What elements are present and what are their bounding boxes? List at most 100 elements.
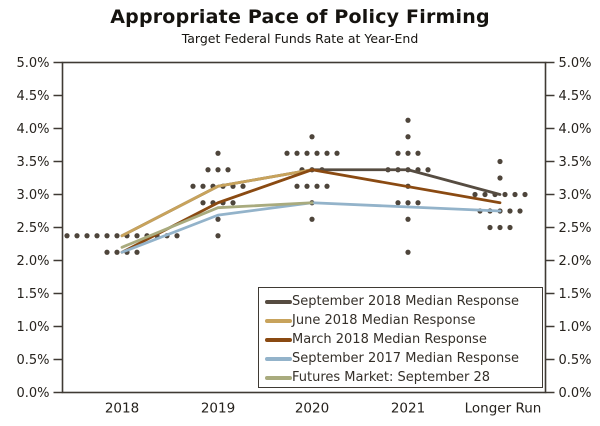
legend: September 2018 Median Response June 2018 … xyxy=(258,287,543,388)
projection-dot xyxy=(215,150,221,156)
projection-dot xyxy=(334,150,340,156)
y-axis-label-right: 2.5% xyxy=(559,221,592,236)
projection-dot xyxy=(405,134,411,140)
legend-swatch xyxy=(265,299,292,304)
y-axis-label-right: 2.0% xyxy=(559,254,592,269)
projection-dot xyxy=(94,233,100,239)
projection-dot xyxy=(134,249,140,255)
projection-dot xyxy=(190,183,196,189)
series-line-3 xyxy=(120,201,502,254)
y-axis-label-left: 1.0% xyxy=(16,320,49,335)
projection-dot xyxy=(472,191,478,198)
projection-dot xyxy=(487,224,493,231)
projection-dot xyxy=(205,167,211,173)
y-axis-label-right: 4.5% xyxy=(559,89,592,104)
x-axis-label: 2019 xyxy=(201,401,235,417)
y-axis-label-right: 1.0% xyxy=(559,320,592,335)
projection-dot xyxy=(294,150,300,156)
projection-dot xyxy=(114,249,120,255)
y-axis-label-right: 4.0% xyxy=(559,122,592,137)
legend-label: Futures Market: September 28 xyxy=(292,370,491,385)
projection-dot xyxy=(74,233,80,239)
projection-dot xyxy=(405,216,411,222)
projection-dot xyxy=(240,183,246,189)
projection-dot xyxy=(405,200,411,206)
projection-dot xyxy=(405,117,411,123)
y-axis-label-right: 5.0% xyxy=(559,56,592,71)
projection-dot xyxy=(134,233,140,239)
y-axis-label-left: 4.0% xyxy=(16,122,49,137)
projection-dot xyxy=(507,224,513,231)
y-axis-label-left: 5.0% xyxy=(16,56,49,71)
y-axis-label-left: 3.0% xyxy=(16,188,49,203)
projection-dot xyxy=(314,150,320,156)
projection-dot xyxy=(104,249,110,255)
projection-dot xyxy=(517,208,523,214)
series-line-4 xyxy=(120,201,314,249)
projection-dot xyxy=(497,224,503,231)
projection-dot xyxy=(114,233,120,239)
y-axis-label-left: 1.5% xyxy=(16,287,49,302)
legend-item-3: September 2017 Median Response xyxy=(265,349,536,368)
projection-dot xyxy=(309,216,315,222)
projection-dot xyxy=(395,150,401,156)
y-axis-label-right: 1.5% xyxy=(559,287,592,302)
y-axis-label-right: 3.5% xyxy=(559,155,592,170)
chart-subtitle: Target Federal Funds Rate at Year-End xyxy=(181,31,419,46)
y-axis-label-left: 0.5% xyxy=(16,353,49,368)
legend-label: June 2018 Median Response xyxy=(292,313,476,328)
projection-dot xyxy=(324,183,330,189)
chart-title: Appropriate Pace of Policy Firming xyxy=(110,6,490,28)
projection-dot xyxy=(395,200,401,206)
projection-dot xyxy=(502,191,508,198)
y-axis-label-left: 3.5% xyxy=(16,155,49,170)
projection-dot xyxy=(284,150,290,156)
projection-dot xyxy=(84,233,90,239)
projection-dot xyxy=(225,167,231,173)
y-axis-label-right: 0.5% xyxy=(559,353,592,368)
legend-label: March 2018 Median Response xyxy=(292,332,487,347)
projection-dot xyxy=(215,167,221,173)
projection-dot xyxy=(497,158,503,165)
legend-item-2: March 2018 Median Response xyxy=(265,330,536,349)
projection-dot xyxy=(507,208,513,214)
projection-dot xyxy=(415,150,421,156)
projection-dot xyxy=(174,233,180,239)
legend-swatch xyxy=(265,318,292,323)
projection-dot xyxy=(200,200,206,206)
projection-dot xyxy=(425,167,431,173)
legend-item-1: June 2018 Median Response xyxy=(265,311,536,330)
legend-swatch xyxy=(265,356,292,361)
x-axis-label: 2018 xyxy=(105,401,139,417)
y-axis-label-left: 2.0% xyxy=(16,254,49,269)
legend-swatch xyxy=(265,337,292,342)
projection-dot xyxy=(104,233,110,239)
series-line-1 xyxy=(120,168,314,238)
legend-item-0: September 2018 Median Response xyxy=(265,292,536,311)
projection-dot xyxy=(405,249,411,255)
projection-dot xyxy=(294,183,300,189)
projection-dot xyxy=(64,233,70,239)
projection-dot xyxy=(309,134,315,140)
projection-dot xyxy=(415,200,421,206)
projection-dot xyxy=(512,191,518,198)
projection-dot xyxy=(200,183,206,189)
projection-dot xyxy=(304,183,310,189)
legend-label: September 2017 Median Response xyxy=(292,351,520,366)
x-axis-label: 2021 xyxy=(391,401,425,417)
projection-dot xyxy=(497,175,503,181)
projection-dot xyxy=(215,233,221,239)
series-line-2 xyxy=(120,168,502,254)
projection-dot xyxy=(230,200,236,206)
projection-dot xyxy=(405,150,411,156)
x-axis-label: 2020 xyxy=(295,401,329,417)
projection-dot xyxy=(314,183,320,189)
projection-dot xyxy=(522,191,528,198)
x-axis-label: Longer Run xyxy=(465,401,542,417)
y-axis-label-right: 0.0% xyxy=(559,386,592,401)
y-axis-label-right: 3.0% xyxy=(559,188,592,203)
projection-dot xyxy=(482,191,488,198)
y-axis-label-left: 4.5% xyxy=(16,89,49,104)
